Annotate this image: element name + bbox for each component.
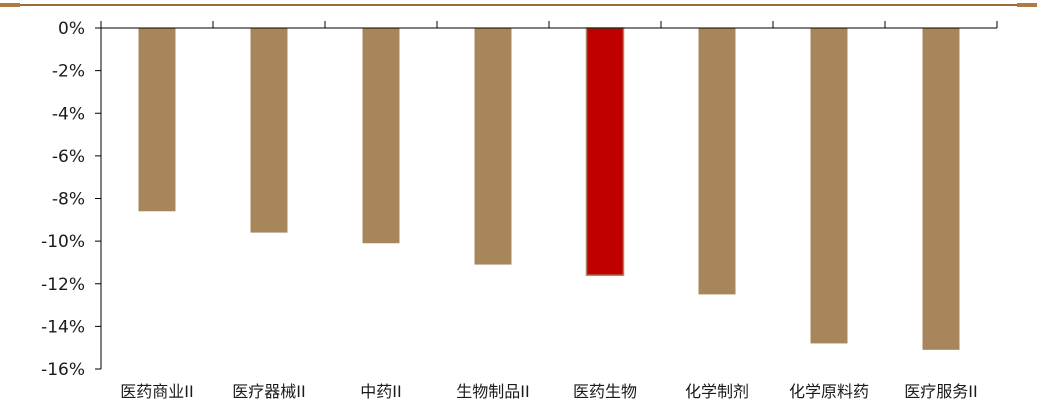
x-tick-label: 化学原料药 (789, 382, 869, 401)
x-tick-label: 化学制剂 (685, 382, 749, 401)
x-tick-label: 中药II (360, 382, 401, 401)
bar-1 (138, 28, 176, 212)
top-rule-accent-right (1017, 3, 1037, 7)
y-ticks-group: 0% -2% -4% -6% -8% -10% -12% -14% -16% (41, 19, 101, 380)
x-tick-label: 医疗服务II (904, 382, 977, 401)
bar-7 (810, 28, 848, 344)
bar-3 (362, 28, 400, 244)
top-rule-accent-left (0, 3, 20, 7)
x-tick-label: 生物制品II (456, 382, 529, 401)
y-tick-label: -4% (52, 104, 85, 124)
axes-group (100, 21, 998, 369)
bar-4 (474, 28, 512, 265)
y-tick-label: -6% (52, 147, 85, 167)
x-tick-label: 医药生物 (573, 382, 637, 401)
y-tick-label: -8% (52, 190, 85, 210)
bar-2 (250, 28, 288, 233)
top-rule (0, 4, 1037, 6)
y-tick-label: -14% (41, 317, 85, 337)
y-tick-label: 0% (58, 19, 85, 39)
x-ticks-group: 医药商业II 医疗器械II 中药II 生物制品II 医药生物 化学制剂 化学原料药 医疗服务I… (120, 382, 977, 401)
x-tick-label: 医疗器械II (232, 382, 305, 401)
bars-group (138, 27, 960, 350)
y-tick-label: -16% (41, 360, 85, 380)
bar-8 (922, 28, 960, 350)
bar-6 (698, 28, 736, 295)
y-tick-label: -12% (41, 275, 85, 295)
x-tick-label: 医药商业II (120, 382, 193, 401)
y-tick-label: -10% (41, 232, 85, 252)
y-tick-label: -2% (52, 62, 85, 82)
bar-5 (585, 27, 625, 276)
